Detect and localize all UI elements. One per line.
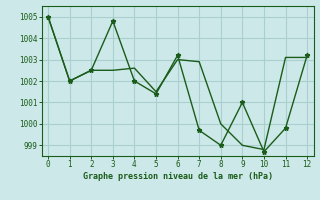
X-axis label: Graphe pression niveau de la mer (hPa): Graphe pression niveau de la mer (hPa) [83,172,273,181]
